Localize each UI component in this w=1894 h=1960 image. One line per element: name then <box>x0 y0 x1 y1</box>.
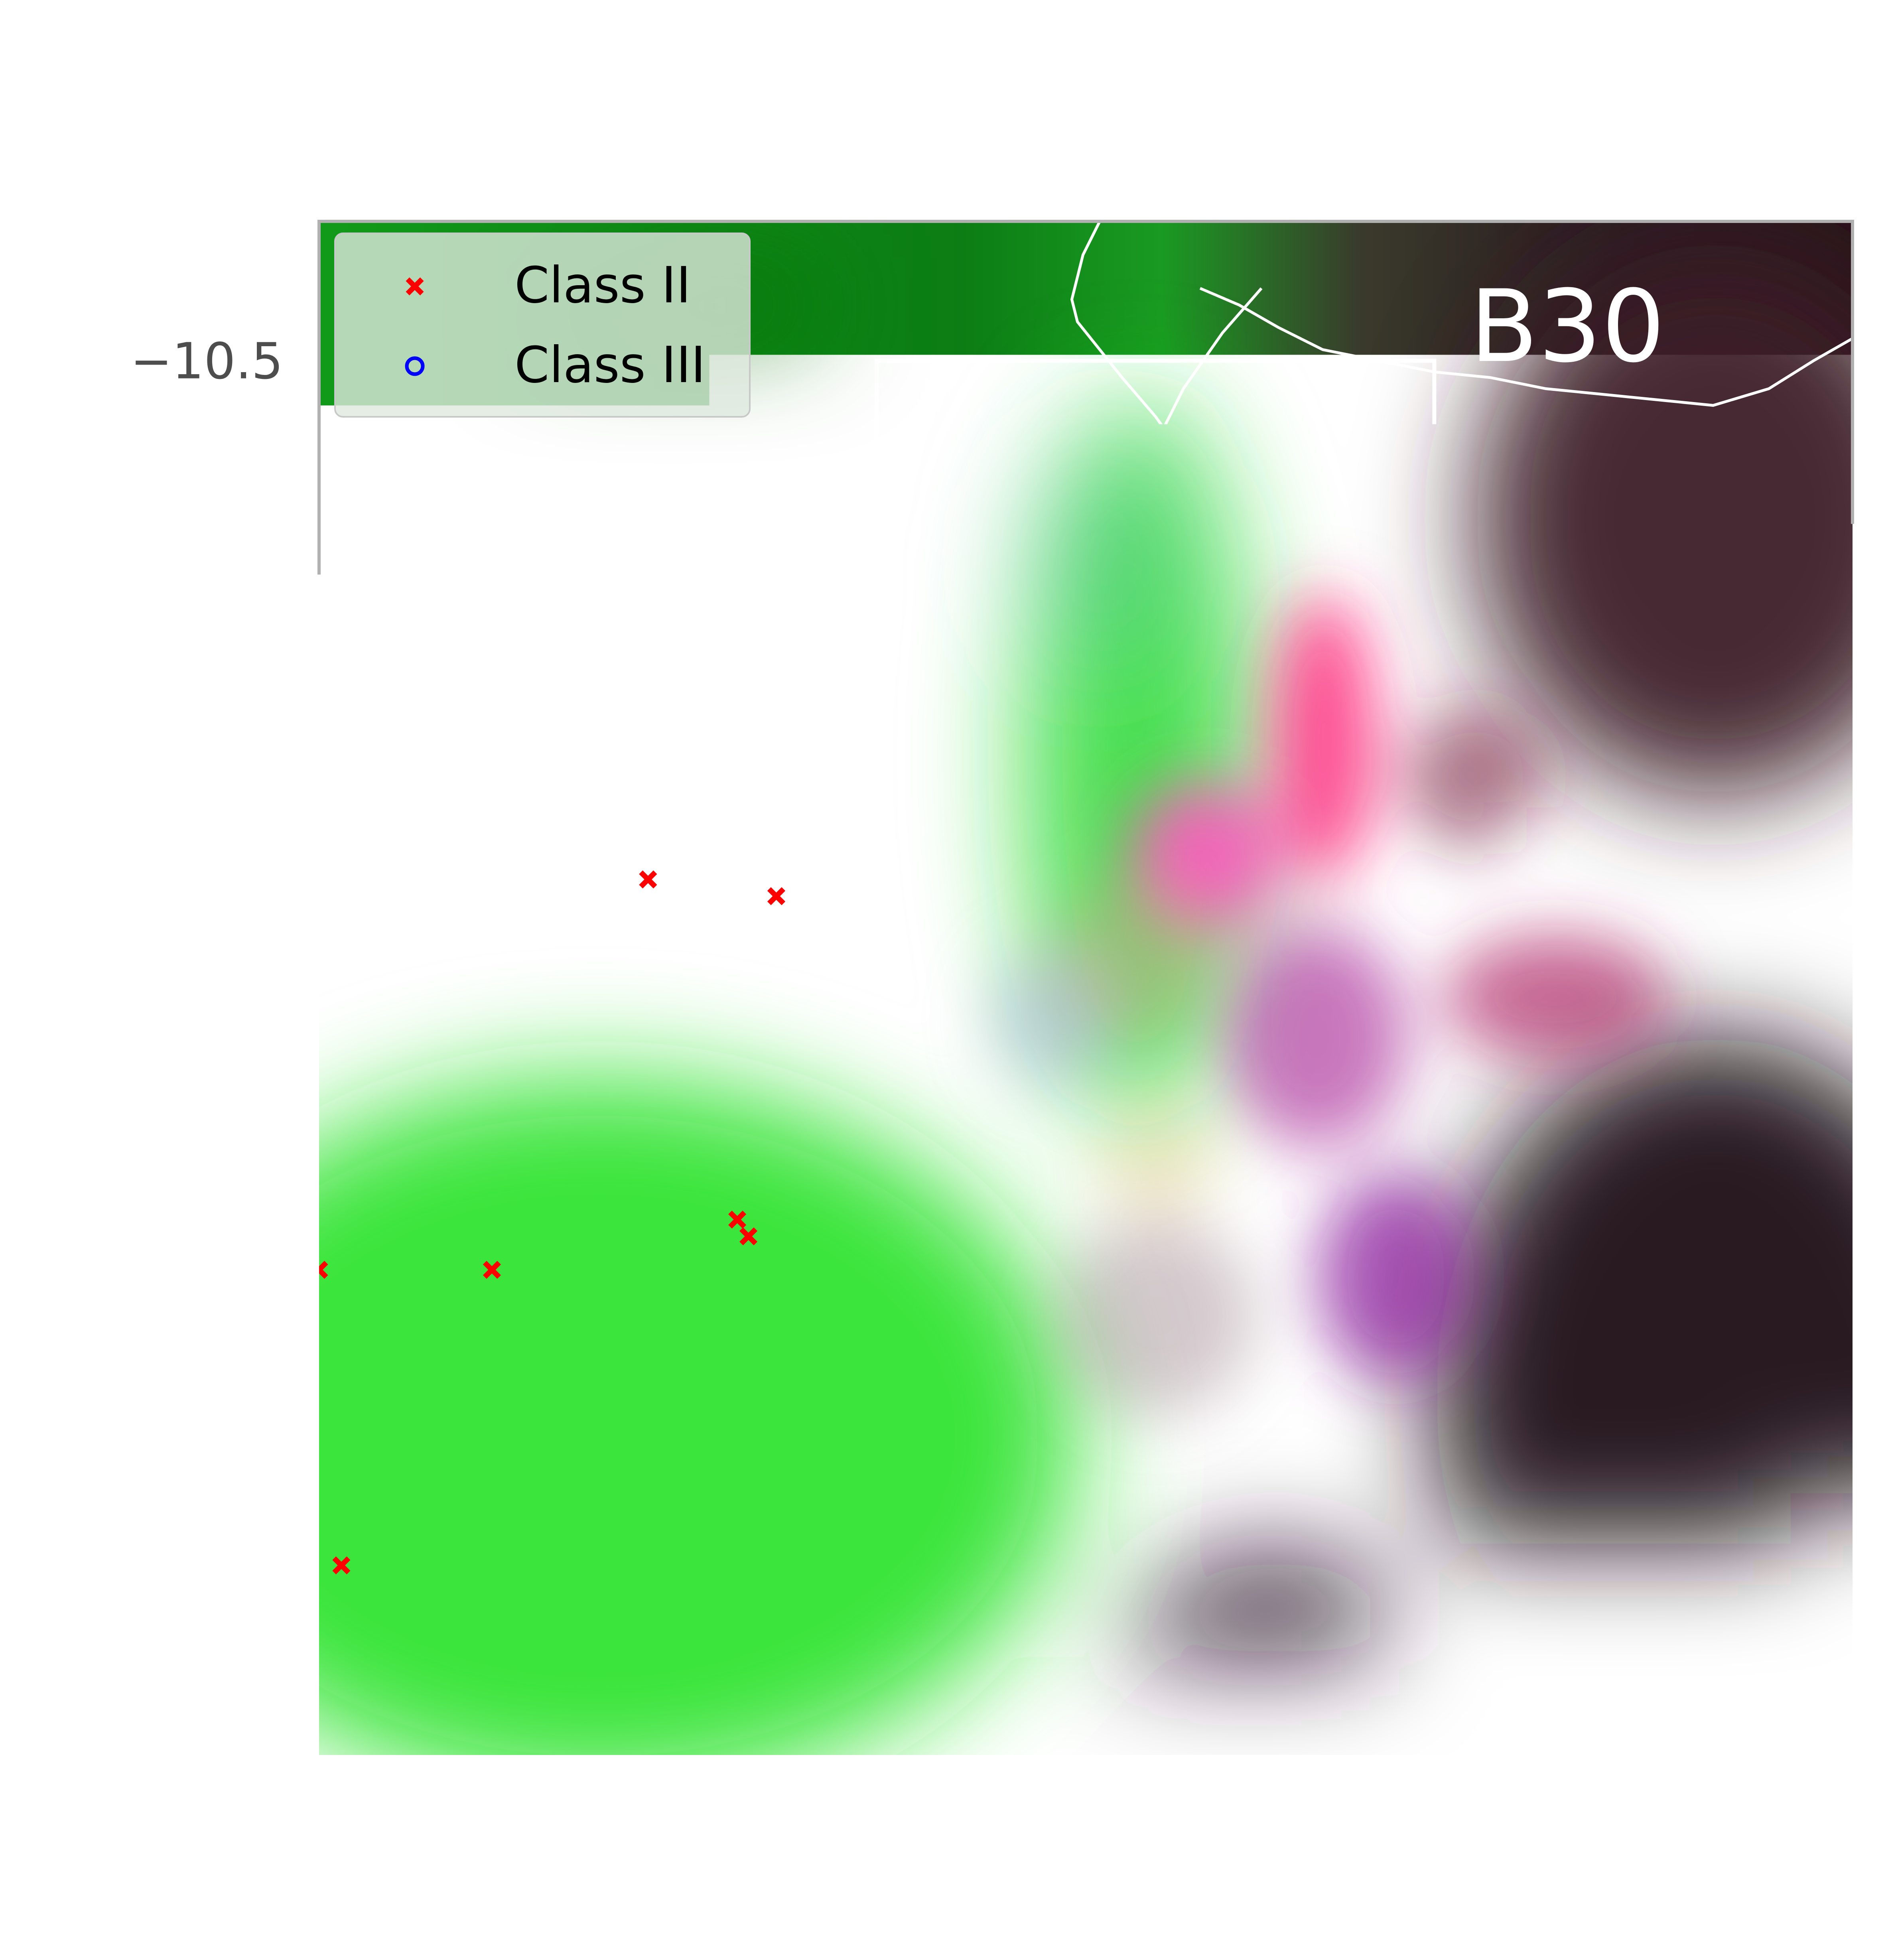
y-tick-label: −11.0 <box>130 611 283 669</box>
legend-label-class-iii: Class III <box>514 336 706 394</box>
x-tick-label: 193.0 <box>805 1773 948 1831</box>
x-axis-ticks: 194.0 193.5 193.0 192.5 192.0 191.5 <box>248 1773 1784 1831</box>
scale-bar-label: ~3.5 pc <box>1481 1548 1666 1603</box>
x-tick-label: 191.5 <box>1642 1773 1785 1831</box>
legend-label-class-ii: Class II <box>514 256 691 314</box>
legend: Class II Class III <box>335 233 750 417</box>
y-tick-label: −13.0 <box>130 1727 283 1785</box>
x-tick-label: 192.0 <box>1363 1773 1506 1831</box>
x-tick-label: 192.5 <box>1084 1773 1227 1831</box>
y-tick-label: −12.0 <box>130 1169 283 1227</box>
y-tick-label: −10.5 <box>130 333 283 390</box>
y-axis-ticks: −10.5 −11.0 −11.5 −12.0 −12.5 −13.0 <box>130 333 283 1785</box>
panel-label: B30 <box>1470 268 1665 385</box>
x-tick-label: 193.5 <box>526 1773 669 1831</box>
x-axis-label: Glon [deg] <box>954 1863 1217 1921</box>
y-tick-label: −11.5 <box>130 890 283 948</box>
y-tick-label: −12.5 <box>130 1448 283 1506</box>
y-axis-label: Glat [deg] <box>34 862 92 1114</box>
